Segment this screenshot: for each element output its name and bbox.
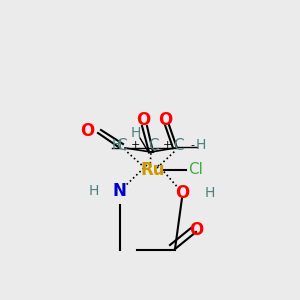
Text: Cl: Cl [189, 163, 203, 178]
Text: H: H [89, 184, 99, 198]
Text: Ru: Ru [141, 161, 165, 179]
Text: C: C [148, 137, 158, 152]
Text: -: - [190, 140, 194, 150]
Text: C: C [173, 137, 183, 152]
Text: C: C [116, 137, 126, 152]
Text: H: H [205, 186, 215, 200]
Text: N: N [112, 182, 126, 200]
Text: +: + [162, 140, 172, 150]
Text: H: H [131, 126, 141, 140]
Text: O: O [136, 111, 150, 129]
Text: H: H [196, 138, 206, 152]
Text: O: O [158, 111, 172, 129]
Text: H: H [112, 138, 122, 152]
Text: +: + [130, 140, 140, 150]
Text: O: O [175, 184, 189, 202]
Text: O: O [80, 122, 94, 140]
Text: O: O [189, 221, 203, 239]
